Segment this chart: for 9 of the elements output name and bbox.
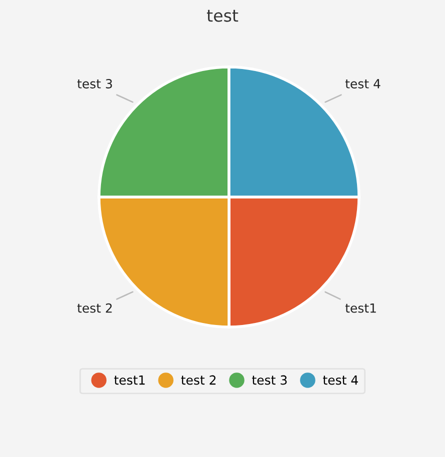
legend-label: test 4 [323, 375, 358, 385]
legend-label: test 2 [181, 375, 216, 385]
slice-label: test 2 [77, 303, 112, 313]
slice-label: test 4 [345, 79, 380, 88]
legend-label: test1 [114, 375, 145, 385]
slice-label: test 3 [77, 79, 112, 88]
chart-title: test [206, 10, 238, 22]
legend-label: test 3 [252, 375, 287, 385]
slice-label: test1 [345, 303, 376, 313]
